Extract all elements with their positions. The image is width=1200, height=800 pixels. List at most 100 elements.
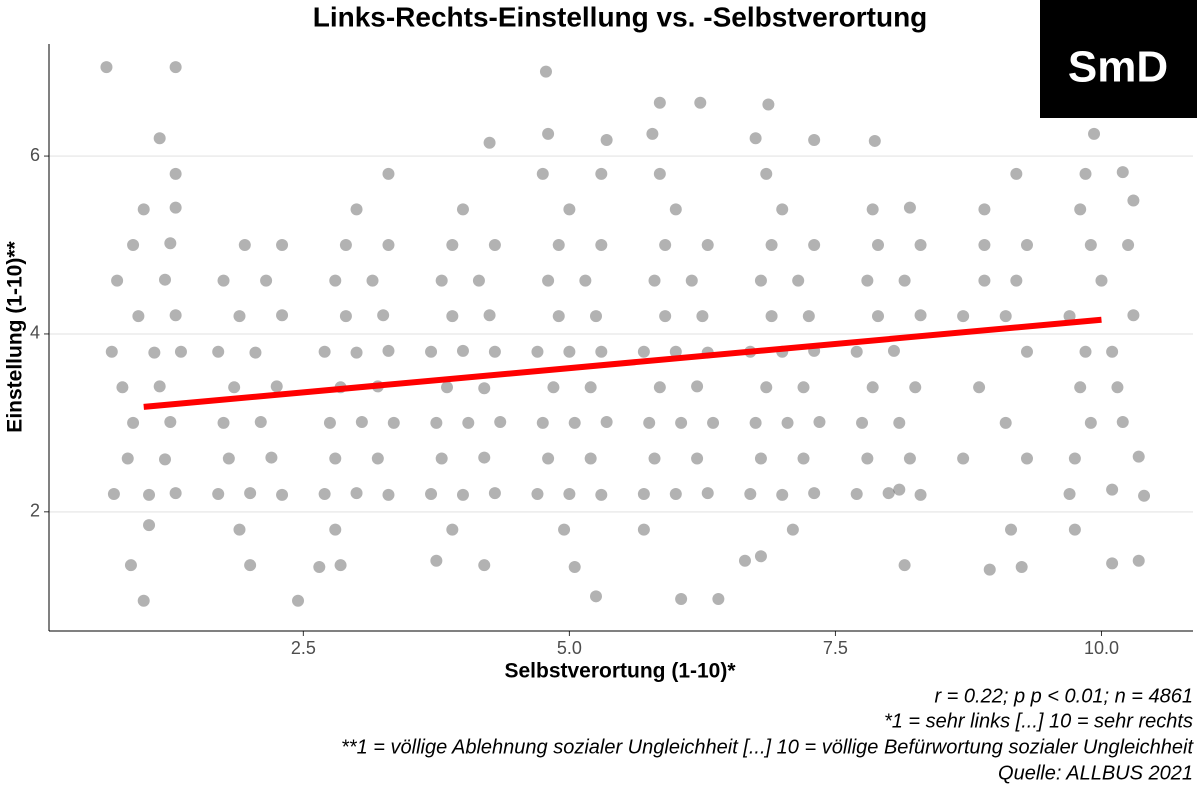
point [1079,167,1092,180]
point [712,592,725,605]
x-tick-label: 10.0 [1084,638,1119,658]
point [595,167,608,180]
point [1111,381,1124,394]
point [472,274,485,287]
point [355,415,368,428]
point [978,274,991,287]
point [1127,309,1140,322]
point [137,203,150,216]
point [792,274,805,287]
point [1063,488,1076,501]
point [148,346,161,359]
point [1015,560,1028,573]
point [1122,239,1135,252]
point [675,592,688,605]
chart-title: Links-Rechts-Einstellung vs. -Selbstvero… [313,1,928,32]
point [893,416,906,429]
point [329,523,342,536]
point [105,345,118,358]
point [797,381,810,394]
point [776,488,789,501]
point [169,487,182,500]
point [659,310,672,323]
point [675,416,688,429]
point [760,381,773,394]
point [1020,239,1033,252]
point [132,310,145,323]
point [329,452,342,465]
point [143,488,156,501]
point [909,381,922,394]
point [260,274,273,287]
point [153,380,166,393]
point [563,345,576,358]
point [1005,523,1018,536]
point [430,416,443,429]
point [323,416,336,429]
point [669,203,682,216]
point [547,381,560,394]
point [350,203,363,216]
point [121,452,134,465]
point [749,416,762,429]
point [765,239,778,252]
point [648,274,661,287]
point [685,274,698,287]
point [456,344,469,357]
point [973,381,986,394]
caption: *1 = sehr links [...] 10 = sehr rechts [884,710,1193,732]
point [313,560,326,573]
point [978,203,991,216]
point [127,239,140,252]
point [866,381,879,394]
point [552,310,565,323]
point [691,452,704,465]
y-tick-label: 2 [30,501,40,521]
point [914,239,927,252]
point [318,345,331,358]
point [808,239,821,252]
point [233,310,246,323]
point [653,381,666,394]
point [1106,557,1119,570]
point [100,61,113,74]
point [584,452,597,465]
point [350,346,363,359]
point [1116,166,1129,179]
point [1079,345,1092,358]
point [387,416,400,429]
point [754,550,767,563]
point [462,416,475,429]
point [1116,415,1129,428]
point [978,239,991,252]
point [334,559,347,572]
point [531,488,544,501]
point [1088,127,1101,140]
point [738,554,751,567]
point [441,381,454,394]
point [212,488,225,501]
point [903,452,916,465]
point [1106,345,1119,358]
point [488,239,501,252]
point [595,345,608,358]
point [600,134,613,147]
point [983,563,996,576]
point [694,96,707,109]
point [637,488,650,501]
trend-line [143,316,1102,410]
point [169,309,182,322]
point [579,274,592,287]
point [339,310,352,323]
caption: **1 = völlige Ablehnung sozialer Ungleic… [341,736,1194,758]
point [292,594,305,607]
point [382,488,395,501]
point [238,239,251,252]
point [446,239,459,252]
caption: r = 0.22; p p < 0.01; n = 4861 [934,685,1193,707]
point [887,344,900,357]
point [366,274,379,287]
point [169,61,182,74]
y-axis-label: Einstellung (1-10)** [4,240,27,432]
point [127,416,140,429]
